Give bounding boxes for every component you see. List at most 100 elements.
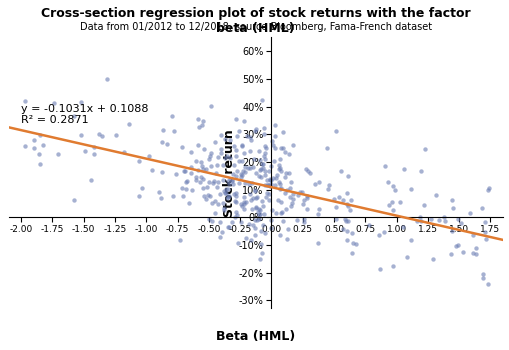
Point — [119, 149, 127, 155]
Point — [50, 100, 59, 105]
Point — [200, 146, 208, 152]
Point — [257, 241, 265, 246]
Point — [90, 151, 98, 157]
Point — [247, 237, 255, 243]
Point — [231, 190, 239, 196]
Point — [485, 185, 493, 191]
Point — [289, 197, 297, 202]
Point — [260, 150, 268, 156]
Point — [261, 172, 269, 178]
Point — [384, 203, 392, 208]
Point — [299, 217, 307, 222]
Title: Cross-section regression plot of stock returns with the factor
beta (HML): Cross-section regression plot of stock r… — [41, 7, 470, 35]
Point — [231, 153, 239, 159]
Point — [483, 188, 491, 193]
Point — [256, 158, 264, 163]
Point — [155, 189, 163, 195]
Point — [232, 133, 240, 139]
Point — [198, 122, 206, 128]
Point — [465, 210, 473, 216]
Point — [480, 236, 489, 241]
Point — [434, 217, 442, 222]
Point — [446, 251, 454, 257]
Point — [205, 156, 213, 162]
Point — [252, 194, 260, 199]
Point — [343, 218, 351, 224]
Point — [223, 187, 231, 192]
Point — [220, 188, 228, 194]
Point — [276, 185, 285, 191]
Point — [242, 235, 250, 240]
Point — [178, 145, 186, 150]
Point — [237, 159, 245, 164]
Point — [135, 193, 143, 199]
Point — [227, 177, 235, 182]
Point — [216, 191, 224, 196]
Point — [479, 230, 488, 235]
Point — [240, 194, 248, 200]
Point — [468, 250, 476, 255]
Point — [205, 216, 213, 222]
Point — [199, 193, 207, 198]
Point — [426, 216, 434, 222]
Point — [416, 168, 424, 174]
Point — [186, 149, 194, 154]
Point — [202, 166, 210, 172]
Point — [254, 148, 262, 154]
Point — [390, 187, 398, 192]
Point — [264, 191, 272, 197]
Point — [278, 146, 286, 151]
Point — [266, 225, 274, 231]
Point — [343, 190, 351, 196]
Point — [415, 214, 423, 220]
Point — [217, 150, 225, 155]
Point — [169, 128, 178, 133]
Point — [263, 182, 271, 188]
Point — [232, 116, 240, 121]
Point — [257, 228, 265, 234]
Point — [440, 218, 448, 224]
Point — [233, 240, 241, 246]
Point — [222, 153, 231, 159]
Point — [236, 174, 244, 180]
Point — [439, 214, 447, 219]
Point — [248, 222, 257, 228]
Point — [215, 234, 223, 239]
Point — [416, 218, 425, 223]
Point — [223, 178, 232, 183]
Point — [259, 162, 267, 167]
Point — [181, 179, 189, 185]
Point — [231, 214, 239, 220]
Point — [239, 168, 247, 173]
Point — [260, 153, 268, 159]
Point — [251, 204, 259, 210]
Point — [231, 209, 239, 215]
Point — [180, 168, 188, 174]
Point — [232, 199, 240, 205]
Point — [211, 170, 219, 176]
Point — [233, 168, 241, 174]
Point — [225, 155, 233, 160]
Point — [258, 251, 266, 256]
Point — [260, 143, 268, 148]
Point — [89, 145, 97, 150]
Point — [302, 206, 310, 211]
Point — [211, 210, 219, 216]
Point — [338, 226, 346, 232]
Point — [216, 219, 224, 225]
Point — [213, 162, 221, 168]
Point — [223, 224, 231, 230]
Point — [103, 76, 111, 81]
Point — [471, 251, 479, 257]
Point — [331, 216, 339, 222]
Point — [195, 124, 203, 130]
Point — [181, 168, 189, 174]
Point — [257, 161, 265, 167]
Point — [250, 128, 259, 133]
Point — [277, 199, 285, 205]
Point — [341, 216, 349, 222]
Point — [97, 133, 105, 139]
Point — [274, 162, 282, 167]
Point — [158, 169, 166, 175]
Point — [260, 211, 268, 217]
